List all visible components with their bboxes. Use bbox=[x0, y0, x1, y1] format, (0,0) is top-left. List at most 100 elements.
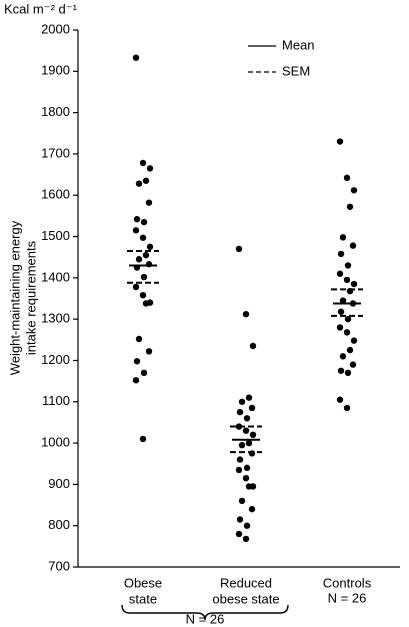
data-point bbox=[145, 199, 153, 206]
data-point bbox=[336, 396, 344, 403]
y-tick-label: 900 bbox=[48, 476, 70, 491]
data-point bbox=[245, 394, 253, 401]
data-point bbox=[235, 466, 243, 474]
data-point bbox=[344, 369, 352, 377]
data-point bbox=[132, 54, 140, 61]
group-bracket bbox=[121, 604, 289, 621]
data-point bbox=[139, 291, 147, 299]
y-axis-title: Weight-maintaining energy intake require… bbox=[7, 220, 38, 375]
data-point bbox=[133, 215, 141, 223]
data-point bbox=[139, 234, 147, 241]
data-point bbox=[238, 398, 246, 405]
data-point bbox=[132, 227, 140, 234]
data-point bbox=[245, 439, 253, 447]
data-point bbox=[337, 308, 345, 315]
data-point bbox=[238, 497, 246, 505]
y-tick-label: 800 bbox=[48, 517, 70, 532]
data-point bbox=[236, 516, 244, 523]
data-point bbox=[140, 218, 148, 226]
data-point bbox=[135, 256, 143, 263]
data-point bbox=[343, 404, 351, 412]
y-tick-label: 1800 bbox=[41, 104, 70, 119]
data-point bbox=[339, 353, 347, 360]
data-point bbox=[337, 367, 345, 374]
data-point bbox=[336, 270, 344, 277]
x-tick-label: Reduced bbox=[220, 575, 272, 590]
y-tick-label: 1500 bbox=[41, 228, 70, 243]
data-point bbox=[242, 427, 250, 434]
data-point bbox=[249, 342, 257, 350]
x-tick-label: Obese bbox=[124, 575, 162, 590]
y-label-line: Weight-maintaining energy bbox=[7, 220, 22, 375]
data-point bbox=[140, 273, 148, 281]
data-point bbox=[350, 280, 358, 288]
data-point bbox=[349, 361, 357, 368]
y-tick-label: 1600 bbox=[41, 187, 70, 202]
data-point bbox=[243, 522, 251, 529]
data-point bbox=[146, 243, 154, 251]
y-tick-label: 2000 bbox=[41, 21, 70, 36]
x-tick-label: state bbox=[129, 591, 157, 606]
data-point bbox=[238, 441, 246, 449]
y-tick-label: 1000 bbox=[41, 435, 70, 450]
y-tick-label: 1700 bbox=[41, 145, 70, 160]
data-point bbox=[146, 165, 154, 172]
data-point bbox=[142, 177, 150, 184]
unit-label: Kcal m⁻² d⁻¹ bbox=[4, 1, 78, 16]
data-point bbox=[133, 358, 141, 365]
y-tick-label: 700 bbox=[48, 558, 70, 573]
y-tick-label: 1900 bbox=[41, 63, 70, 78]
data-point bbox=[346, 346, 354, 354]
data-point bbox=[248, 404, 256, 412]
data-point bbox=[344, 315, 352, 323]
data-point bbox=[248, 505, 256, 513]
data-point bbox=[235, 530, 243, 538]
legend-sem: SEM bbox=[282, 63, 310, 78]
data-point bbox=[336, 138, 344, 145]
y-label-line: intake requirements bbox=[23, 240, 38, 355]
data-point bbox=[135, 180, 143, 187]
data-point bbox=[343, 174, 351, 182]
n-label: N = 26 bbox=[186, 611, 225, 626]
data-point bbox=[132, 283, 140, 291]
data-point bbox=[145, 348, 153, 355]
data-point bbox=[243, 464, 251, 472]
data-point bbox=[242, 474, 250, 482]
data-point bbox=[346, 203, 354, 210]
data-point bbox=[132, 377, 140, 384]
data-point bbox=[343, 329, 351, 336]
data-point bbox=[339, 234, 347, 241]
data-point bbox=[344, 262, 352, 269]
y-tick-label: 1400 bbox=[41, 269, 70, 284]
data-point bbox=[139, 435, 147, 443]
data-point bbox=[243, 415, 251, 422]
data-point bbox=[245, 483, 253, 490]
data-point bbox=[236, 456, 244, 463]
data-point bbox=[140, 369, 148, 377]
x-tick-label: obese state bbox=[212, 591, 279, 606]
data-point bbox=[339, 297, 347, 304]
data-point bbox=[349, 242, 357, 249]
y-tick-label: 1300 bbox=[41, 311, 70, 326]
n-label: N = 26 bbox=[328, 590, 367, 605]
data-point bbox=[248, 450, 256, 457]
data-point bbox=[242, 310, 250, 318]
data-point bbox=[336, 324, 344, 331]
data-point bbox=[145, 261, 153, 268]
data-point bbox=[242, 535, 250, 543]
data-point bbox=[142, 300, 150, 307]
data-point bbox=[142, 251, 150, 259]
x-tick-label: Controls bbox=[323, 575, 372, 590]
data-point bbox=[350, 187, 358, 194]
data-point bbox=[139, 159, 147, 167]
legend-mean: Mean bbox=[282, 37, 315, 52]
data-point bbox=[350, 337, 358, 344]
y-tick-label: 1200 bbox=[41, 352, 70, 367]
data-point bbox=[236, 408, 244, 416]
data-point bbox=[235, 245, 243, 253]
data-point bbox=[337, 250, 345, 258]
data-point bbox=[343, 276, 351, 284]
data-point bbox=[249, 431, 257, 439]
data-point bbox=[135, 335, 143, 343]
